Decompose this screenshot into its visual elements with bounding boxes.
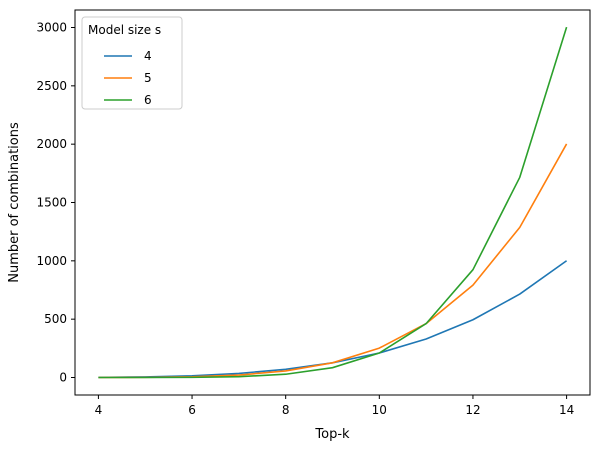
y-tick-label: 2000 [36, 137, 67, 151]
legend-label-4: 4 [144, 49, 152, 63]
x-tick-label: 6 [188, 403, 196, 417]
series-line-5 [98, 143, 568, 379]
legend-label-6: 6 [144, 93, 152, 107]
x-tick-label: 12 [465, 403, 480, 417]
x-tick-label: 4 [95, 403, 103, 417]
y-tick-label: 2500 [36, 79, 67, 93]
y-tick-label: 0 [59, 371, 67, 385]
legend-box [81, 16, 183, 110]
series-line-4 [98, 260, 568, 379]
legend: Model size s 4 5 6 [81, 16, 183, 110]
y-tick-label: 1500 [36, 196, 67, 210]
x-axis-label: Top-k [314, 427, 350, 442]
y-axis-label: Number of combinations [7, 122, 22, 283]
y-axis-ticks: 0 500 1000 1500 2000 2500 3000 [36, 21, 75, 385]
y-tick-label: 500 [44, 312, 67, 326]
series-line-6 [98, 26, 568, 379]
x-tick-label: 10 [372, 403, 387, 417]
y-tick-label: 3000 [36, 21, 67, 35]
x-tick-label: 14 [559, 403, 574, 417]
legend-label-5: 5 [144, 71, 152, 85]
y-tick-label: 1000 [36, 254, 67, 268]
legend-entries: 4 5 6 [104, 49, 152, 107]
x-tick-label: 8 [282, 403, 290, 417]
x-axis-ticks: 4 6 8 10 12 14 [95, 395, 574, 417]
series-lines [98, 26, 568, 379]
legend-title: Model size s [88, 23, 161, 37]
